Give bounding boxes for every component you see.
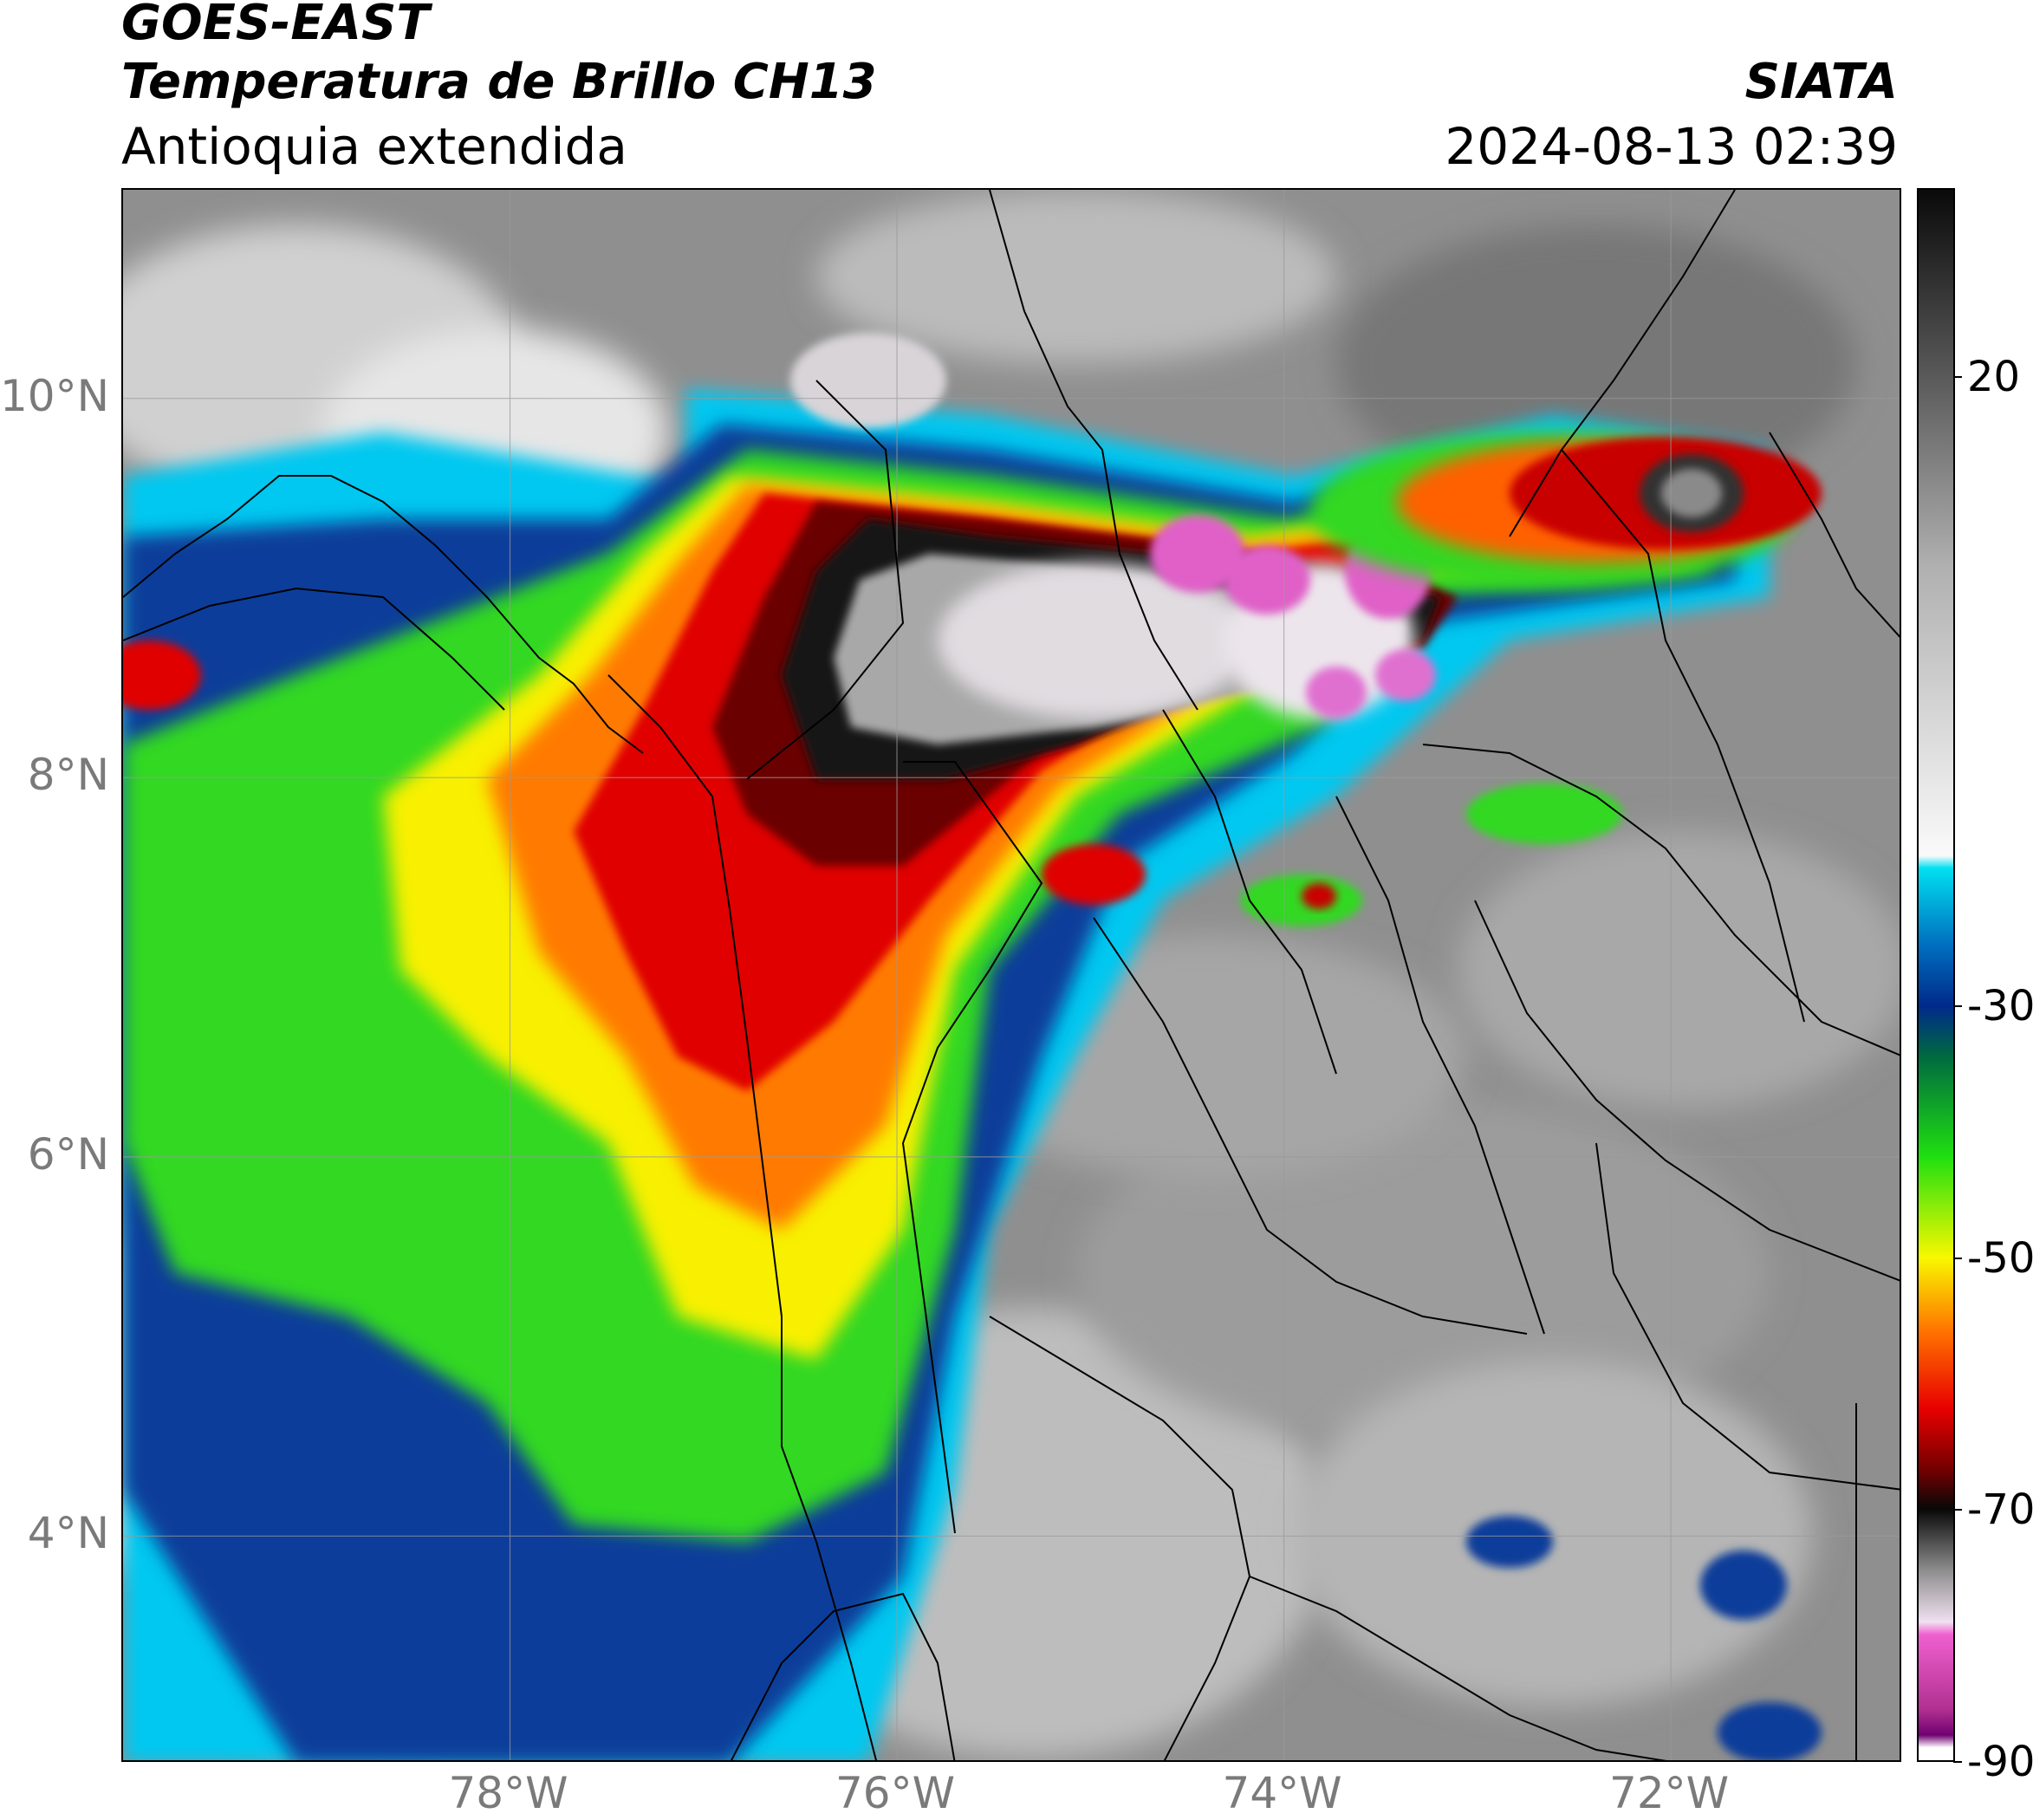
- satellite-title: GOES-EAST: [121, 0, 430, 51]
- colorbar-label-4: -90: [1967, 1738, 2033, 1786]
- colorbar-label-3: -70: [1967, 1485, 2033, 1535]
- lon-label-2: 74°W: [1222, 1768, 1342, 1818]
- graticule: [123, 190, 1900, 1760]
- lat-label-3: 4°N: [27, 1508, 109, 1559]
- colorbar-tick-2: [1953, 1257, 1962, 1259]
- lon-label-3: 72°W: [1609, 1768, 1730, 1818]
- colorbar-tick-4: [1953, 1761, 1962, 1763]
- lon-label-1: 76°W: [835, 1768, 956, 1818]
- colorbar-label-1: -30: [1967, 982, 2033, 1031]
- lat-label-0: 10°N: [0, 370, 109, 421]
- lat-label-1: 8°N: [27, 750, 109, 801]
- cloud-field-cold: [123, 333, 1822, 1760]
- datetime-label: 2024-08-13 02:39: [1445, 117, 1898, 176]
- colorbar-tick-1: [1953, 1005, 1962, 1008]
- map-canvas: [123, 190, 1900, 1760]
- political-boundaries: [123, 190, 1900, 1760]
- region-subtitle: Antioquia extendida: [121, 117, 627, 176]
- colorbar-label-0: 20: [1967, 352, 2021, 401]
- colorbar-gradient: [1919, 190, 1953, 1760]
- colorbar-tick-3: [1953, 1509, 1962, 1511]
- satellite-map: [121, 188, 1901, 1762]
- product-title: Temperatura de Brillo CH13: [121, 54, 877, 110]
- colorbar: [1917, 188, 1955, 1762]
- colorbar-tick-0: [1953, 375, 1962, 378]
- colorbar-label-2: -50: [1967, 1233, 2033, 1283]
- lat-label-2: 6°N: [27, 1128, 109, 1180]
- lon-label-0: 78°W: [448, 1768, 568, 1818]
- agency-label: SIATA: [1744, 54, 1898, 110]
